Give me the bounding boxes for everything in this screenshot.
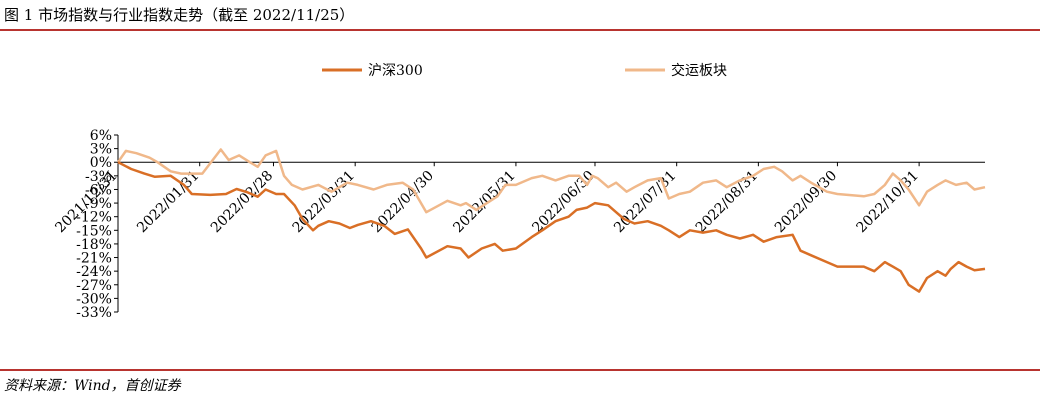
top-rule bbox=[0, 29, 1040, 31]
x-tick-label: 2022/02/28 bbox=[208, 168, 276, 236]
y-tick-label: 0% bbox=[90, 155, 112, 171]
y-tick-label: 6% bbox=[90, 128, 112, 144]
y-tick-label: -27% bbox=[76, 278, 112, 294]
legend-label-0: 沪深300 bbox=[368, 63, 423, 79]
series-line-1 bbox=[116, 148, 986, 214]
y-tick-label: -12% bbox=[76, 210, 112, 226]
legend-label-1: 交运板块 bbox=[671, 62, 727, 79]
bottom-rule bbox=[0, 369, 1040, 371]
y-tick-label: -15% bbox=[76, 223, 112, 239]
y-tick-label: -33% bbox=[76, 305, 112, 321]
x-tick-label: 2022/05/31 bbox=[450, 168, 518, 236]
y-tick-label: -6% bbox=[85, 182, 112, 198]
y-tick-label: -24% bbox=[76, 264, 112, 280]
legend: 沪深300 交运板块 bbox=[322, 62, 727, 79]
figure-title: 图 1 市场指数与行业指数走势（截至 2022/11/25） bbox=[4, 6, 355, 24]
series-line-0 bbox=[117, 161, 986, 293]
y-tick-label: 3% bbox=[90, 142, 112, 158]
y-tick-label: -18% bbox=[76, 237, 112, 253]
x-tick-label: 2022/07/31 bbox=[611, 168, 679, 236]
source-note: 资料来源：Wind，首创证券 bbox=[4, 378, 181, 394]
y-tick-label: -21% bbox=[76, 251, 112, 267]
y-tick-label: -3% bbox=[85, 169, 112, 185]
y-axis: 6%3%0%-3%-6%-9%-12%-15%-18%-21%-24%-27%-… bbox=[76, 128, 119, 321]
x-tick-label: 2022/04/30 bbox=[369, 168, 437, 236]
x-tick-label: 2022/10/31 bbox=[854, 168, 922, 236]
y-tick-label: -9% bbox=[85, 196, 112, 212]
series-group bbox=[116, 148, 986, 293]
x-tick-label: 2022/08/31 bbox=[693, 168, 761, 236]
y-tick-label: -30% bbox=[76, 291, 112, 307]
x-tick-label: 2022/01/31 bbox=[134, 168, 202, 236]
line-chart: 6%3%0%-3%-6%-9%-12%-15%-18%-21%-24%-27%-… bbox=[52, 62, 986, 321]
